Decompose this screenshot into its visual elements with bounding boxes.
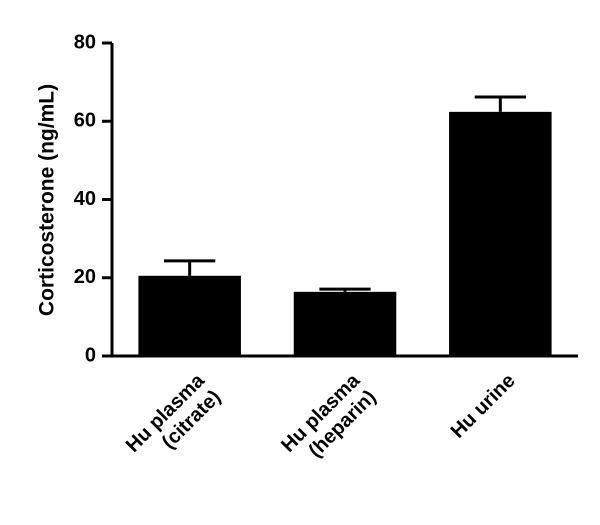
y-tick-label: 20 xyxy=(74,266,96,288)
y-tick-label: 80 xyxy=(74,31,96,53)
x-tick-label-line: Hu urine xyxy=(447,370,520,443)
y-axis-label: Corticosterone (ng/mL) xyxy=(36,84,59,316)
x-tick-label: Hu urine xyxy=(447,370,520,443)
bar xyxy=(293,291,397,356)
bar xyxy=(138,275,241,356)
bar xyxy=(449,111,552,356)
error-bar xyxy=(164,259,216,276)
y-tick-label: 60 xyxy=(74,110,96,132)
error-bar xyxy=(474,95,526,112)
x-tick-label: Hu plasma(citrate) xyxy=(122,369,225,457)
error-bar xyxy=(319,287,371,292)
y-tick-label: 0 xyxy=(85,344,96,366)
y-tick-label: 40 xyxy=(74,188,96,210)
x-tick-label: Hu plasma(heparin) xyxy=(277,369,380,462)
